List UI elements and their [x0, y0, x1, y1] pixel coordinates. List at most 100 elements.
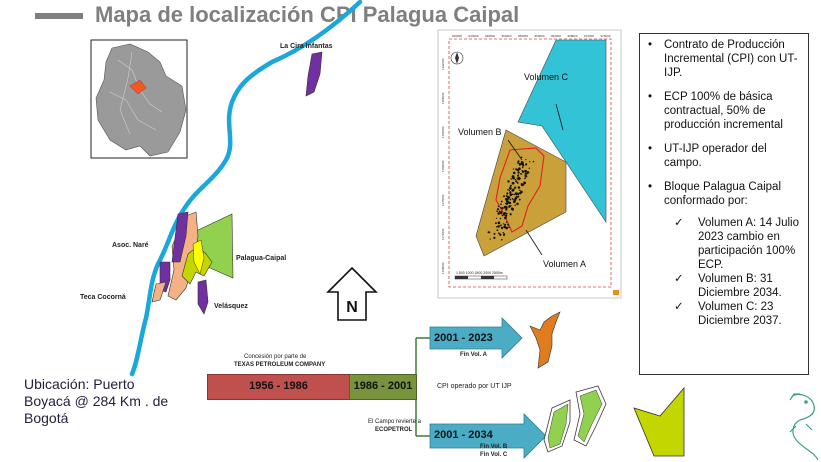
concession-note-1: Concesión por parte de	[244, 354, 307, 360]
ecopetrol-logo-icon	[613, 290, 619, 295]
arrow-top-label: 2001 - 2023	[434, 332, 493, 344]
fin-vol-b-label: Fin Vol. B	[480, 444, 508, 450]
well-dot	[496, 226, 498, 228]
well-dot	[500, 210, 503, 213]
well-dot	[514, 204, 516, 207]
well-dot	[512, 168, 515, 170]
top-axis-tick: 952000	[502, 34, 512, 38]
left-axis-tick: 1176000	[441, 194, 445, 206]
well-dot	[514, 192, 518, 195]
well-dot	[504, 205, 508, 209]
sub-bullet-volumen-a: Volumen A: 14 Julio 2023 cambio en parti…	[674, 216, 804, 272]
well-cluster	[487, 156, 535, 241]
well-dot	[503, 233, 506, 235]
well-dot	[517, 171, 520, 174]
top-axis-tick: 976000	[601, 34, 611, 38]
well-dot	[500, 226, 504, 230]
well-dot	[496, 229, 499, 232]
well-dot	[515, 168, 518, 171]
top-axis-tick: 948000	[485, 34, 495, 38]
info-bullet-4: Bloque Palagua Caipal conformado por: Vo…	[648, 180, 804, 328]
well-dot	[529, 161, 531, 163]
well-dot	[525, 159, 527, 161]
well-dot	[521, 166, 524, 169]
left-axis-tick: 1180000	[441, 160, 445, 172]
well-dot	[499, 233, 502, 236]
sub-bullet-volumen-b: Volumen B: 31 Diciembre 2034.	[674, 272, 804, 300]
palagua-caipal-label: Palagua-Caipal	[236, 255, 286, 262]
well-dot	[509, 198, 512, 201]
period-1956-1986: 1956 - 1986	[207, 374, 350, 400]
reverts-note-1: El Campo revierte a	[368, 419, 422, 425]
volume-a-shape	[529, 311, 561, 369]
well-dot	[500, 207, 502, 209]
inset-compass-icon	[450, 51, 464, 65]
well-dot	[505, 221, 508, 223]
well-dot	[512, 198, 514, 201]
well-dot	[510, 205, 512, 207]
well-dot	[525, 175, 528, 178]
well-dot	[510, 178, 512, 180]
well-dot	[511, 197, 514, 200]
well-dot	[489, 238, 491, 240]
well-dot	[507, 189, 509, 191]
well-dot	[496, 208, 500, 211]
volume-c-shape	[633, 386, 685, 457]
well-dot	[510, 184, 512, 187]
well-dot	[524, 177, 526, 179]
well-dot	[517, 186, 521, 189]
well-dot	[500, 212, 503, 215]
page-title: Mapa de localización CPI Palagua Caipal	[95, 2, 520, 27]
inset-scale-bar: 1 500 1000 1500 2000 2500m	[454, 271, 508, 280]
well-dot	[512, 188, 515, 191]
well-dot	[518, 198, 521, 201]
left-axis-tick: 1168000	[441, 262, 445, 274]
well-dot	[493, 236, 496, 240]
well-dot	[497, 225, 500, 228]
well-dot	[513, 198, 517, 202]
well-dot	[505, 212, 508, 215]
info-bullet-list: Contrato de Producción Incremental (CPI)…	[646, 38, 804, 328]
left-axis-tick: 1188000	[441, 92, 445, 104]
well-dot	[513, 182, 515, 184]
top-axis-tick: 968000	[568, 34, 578, 38]
field-blocks-map	[151, 211, 234, 315]
well-dot	[502, 232, 505, 234]
la-cira-label: La Cira Infantas	[280, 43, 333, 50]
volumen-a-label: Volumen A	[543, 259, 586, 269]
well-dot	[509, 191, 511, 193]
well-dot	[508, 187, 511, 190]
well-dot	[507, 223, 510, 226]
contract-info-box: Contrato de Producción Incremental (CPI)…	[639, 33, 809, 375]
info-bullet-3: UT-IJP operador del campo.	[648, 142, 804, 170]
well-dot	[524, 172, 527, 176]
well-dot	[505, 195, 508, 197]
timeline	[415, 311, 685, 459]
volumen-c-label: Volumen C	[524, 72, 569, 82]
fin-vol-a-label: Fin Vol. A	[460, 352, 487, 358]
well-dot	[523, 181, 526, 185]
top-axis-tick: 944000	[469, 34, 479, 38]
top-axis-tick: 964000	[551, 34, 561, 38]
well-dot	[501, 238, 503, 241]
well-dot	[502, 223, 505, 225]
well-dot	[511, 208, 514, 211]
well-dot	[515, 195, 517, 197]
volume-a-outline	[495, 147, 545, 233]
well-dot	[516, 202, 519, 206]
info-bullet-4-text: Bloque Palagua Caipal conformado por:	[664, 181, 782, 207]
velasquez-label: Velásquez	[214, 303, 248, 310]
well-dot	[518, 163, 521, 166]
title-accent-bar	[35, 13, 83, 19]
well-dot	[517, 169, 520, 172]
well-dot	[520, 173, 523, 175]
well-dot	[520, 156, 523, 159]
well-dot	[511, 175, 515, 178]
well-dot	[505, 202, 507, 205]
la-cira-infantas-block	[305, 51, 323, 97]
cpi-note-label: CPI operado por UT IJP	[437, 383, 512, 390]
well-dot	[516, 181, 519, 184]
well-dot	[507, 180, 510, 183]
well-dot	[513, 186, 517, 189]
